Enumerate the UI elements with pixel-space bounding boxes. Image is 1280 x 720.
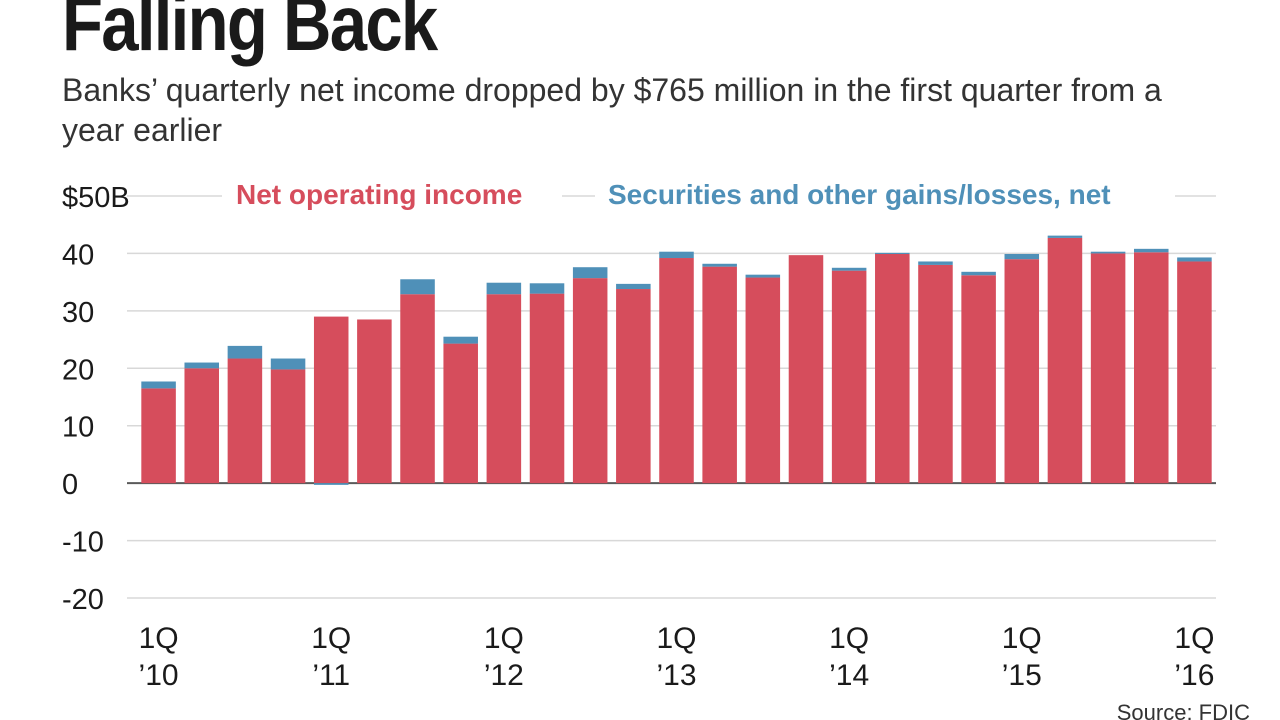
x-tick-label-year: ’13 [656, 659, 696, 692]
bar-securities-gains [831, 267, 867, 271]
y-tick-label: -20 [62, 584, 104, 616]
x-tick-label-year: ’15 [1002, 659, 1042, 692]
bar-securities-gains [400, 279, 435, 295]
bar-securities-gains [702, 263, 737, 267]
bar-net-operating-income [357, 319, 392, 484]
bar-net-operating-income [400, 294, 435, 484]
bars [141, 235, 1212, 485]
bar-net-operating-income [616, 289, 651, 484]
bar-net-operating-income [270, 369, 306, 484]
bar-net-operating-income [486, 294, 522, 484]
bar-securities-gains [184, 362, 220, 369]
y-tick-label: 20 [62, 354, 94, 386]
bar-securities-gains [745, 274, 781, 278]
bar-securities-gains [313, 483, 349, 485]
bar-securities-gains [141, 381, 176, 389]
y-tick-label: 40 [62, 239, 94, 271]
bar-net-operating-income [529, 293, 565, 484]
legend-bg-securities [595, 172, 1175, 214]
bar-net-operating-income [745, 277, 781, 484]
x-tick-label-quarter: 1Q [1174, 622, 1214, 655]
y-tick-label: 10 [62, 412, 94, 444]
bar-net-operating-income [443, 343, 478, 484]
y-tick-label: 30 [62, 297, 94, 329]
y-tick-label: 0 [62, 469, 78, 501]
source-note: Source: FDIC [1116, 700, 1250, 720]
bar-net-operating-income [831, 270, 867, 484]
bar-securities-gains [875, 252, 910, 255]
bar-securities-gains [1047, 235, 1083, 238]
bar-net-operating-income [141, 388, 176, 484]
bar-securities-gains [227, 345, 263, 359]
bar-securities-gains [1177, 257, 1212, 262]
x-tick-label-quarter: 1Q [1002, 622, 1042, 655]
bar-net-operating-income [961, 275, 996, 484]
x-tick-label-year: ’12 [484, 659, 524, 692]
x-tick-label-quarter: 1Q [656, 622, 696, 655]
bar-net-operating-income [313, 316, 349, 484]
y-tick-label: $50B [62, 182, 130, 214]
bar-net-operating-income [1004, 259, 1040, 484]
y-tick-label: -10 [62, 527, 104, 559]
bar-net-operating-income [1133, 252, 1169, 484]
bar-securities-gains [443, 336, 478, 344]
bar-net-operating-income [1177, 261, 1212, 484]
x-tick-label-year: ’10 [139, 659, 179, 692]
legend-net-operating-income: Net operating income [236, 179, 522, 210]
bar-net-operating-income [184, 368, 220, 484]
bar-net-operating-income [572, 278, 608, 484]
bar-net-operating-income [875, 254, 910, 484]
chart-subtitle: Banks’ quarterly net income dropped by $… [62, 72, 1162, 148]
x-tick-label-year: ’16 [1174, 659, 1214, 692]
bar-net-operating-income [1090, 253, 1126, 484]
bar-securities-gains [961, 271, 996, 276]
bar-net-operating-income [1047, 237, 1083, 484]
bar-securities-gains [529, 283, 565, 294]
axes: -20 -10 0 10 20 30 40 $50B 1Q ’10 1Q ’11 1Q ’12 1Q ’13 1… [62, 182, 1214, 692]
legend-securities-gains: Securities and other gains/losses, net [608, 179, 1111, 210]
legend: Net operating income Securities and othe… [222, 172, 1175, 214]
bar-net-operating-income [227, 358, 263, 484]
bar-securities-gains [1004, 254, 1040, 260]
bar-securities-gains [616, 283, 651, 290]
bar-net-operating-income [788, 255, 824, 484]
bar-securities-gains [1090, 251, 1126, 254]
bar-net-operating-income [918, 264, 953, 484]
x-tick-label-quarter: 1Q [484, 622, 524, 655]
chart-title: Falling Back [62, 0, 438, 67]
bar-chart: -20 -10 0 10 20 30 40 $50B 1Q ’10 1Q ’11 1Q ’12 1Q ’13 1… [62, 172, 1216, 692]
x-tick-label-quarter: 1Q [139, 622, 179, 655]
bar-net-operating-income [702, 266, 737, 484]
bar-net-operating-income [659, 258, 694, 484]
x-tick-label-year: ’14 [829, 659, 869, 692]
legend-bg-net-operating [222, 172, 562, 214]
x-tick-label-quarter: 1Q [829, 622, 869, 655]
bar-securities-gains [486, 282, 522, 295]
bar-securities-gains [659, 251, 694, 259]
bar-securities-gains [918, 261, 953, 265]
bar-securities-gains [572, 267, 608, 279]
bar-securities-gains [270, 358, 306, 370]
x-tick-label-quarter: 1Q [311, 622, 351, 655]
bar-securities-gains [1133, 248, 1169, 253]
x-tick-label-year: ’11 [312, 659, 350, 692]
